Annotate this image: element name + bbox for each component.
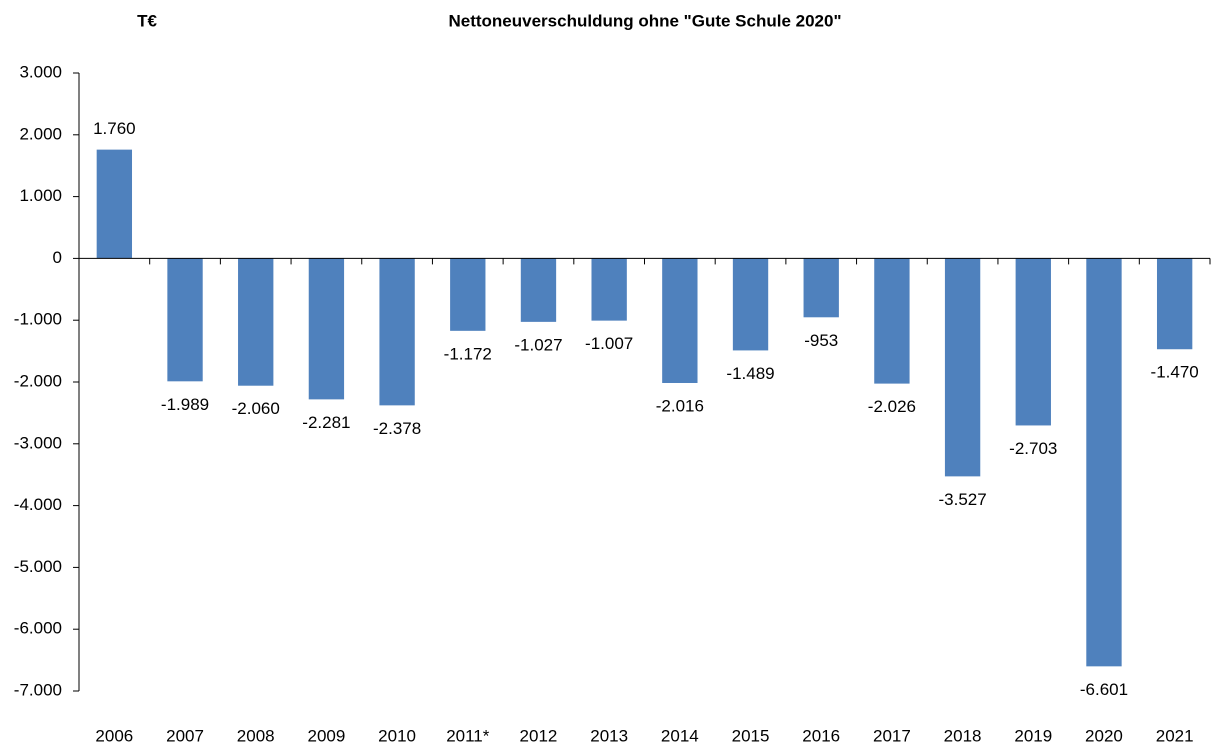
x-tick-label: 2015: [732, 726, 770, 745]
value-label: -2.378: [373, 419, 421, 438]
y-tick-label: -1.000: [14, 310, 62, 329]
x-tick-label: 2019: [1014, 726, 1052, 745]
y-tick-label: -7.000: [14, 680, 62, 699]
value-label: -1.489: [726, 364, 774, 383]
value-label: -1.027: [514, 335, 562, 354]
value-label: -953: [804, 331, 838, 350]
bar: [379, 258, 415, 406]
y-tick-label: -2.000: [14, 371, 62, 390]
bar: [732, 258, 769, 351]
y-tick-label: -5.000: [14, 557, 62, 576]
x-tick-label: 2008: [237, 726, 275, 745]
bar: [803, 258, 839, 318]
y-tick-label: -4.000: [14, 495, 62, 514]
bar: [1156, 258, 1193, 350]
x-tick-label: 2016: [802, 726, 840, 745]
x-tick-label: 2007: [166, 726, 204, 745]
value-label: -2.703: [1009, 439, 1057, 458]
bar: [662, 258, 698, 383]
value-label: -6.601: [1080, 680, 1128, 699]
y-tick-label: 0: [53, 248, 62, 267]
y-tick-label: 3.000: [19, 62, 62, 81]
value-label: -3.527: [938, 490, 986, 509]
y-tick-label: 2.000: [19, 124, 62, 143]
bar: [1086, 258, 1122, 667]
bar: [238, 258, 274, 386]
bar: [591, 258, 627, 321]
value-label: -2.060: [232, 399, 280, 418]
x-tick-label: 2011*: [446, 726, 490, 745]
x-tick-label: 2009: [307, 726, 345, 745]
x-tick-label: 2017: [873, 726, 911, 745]
value-label: -1.989: [161, 395, 209, 414]
bar: [96, 149, 133, 259]
x-tick-label: 2021: [1156, 726, 1194, 745]
bar: [308, 258, 345, 400]
value-label: 1.760: [93, 119, 136, 138]
bar: [167, 258, 203, 382]
bar: [450, 258, 486, 331]
y-axis-label: T€: [137, 11, 157, 30]
bar: [520, 258, 557, 322]
x-tick-label: 2013: [590, 726, 628, 745]
y-tick-label: -3.000: [14, 433, 62, 452]
value-label: -2.016: [656, 396, 704, 415]
y-tick-label: -6.000: [14, 619, 62, 638]
x-tick-label: 2010: [378, 726, 416, 745]
value-label: -1.007: [585, 334, 633, 353]
bar: [1015, 258, 1051, 426]
bar: [944, 258, 981, 477]
x-tick-label: 2020: [1085, 726, 1123, 745]
value-label: -2.281: [302, 413, 350, 432]
x-tick-label: 2012: [520, 726, 558, 745]
bar: [874, 258, 910, 384]
x-tick-label: 2018: [944, 726, 982, 745]
value-label: -2.026: [868, 397, 916, 416]
x-tick-label: 2006: [95, 726, 133, 745]
value-label: -1.172: [444, 344, 492, 363]
x-tick-label: 2014: [661, 726, 699, 745]
y-tick-label: 1.000: [19, 186, 62, 205]
chart-title: Nettoneuverschuldung ohne "Gute Schule 2…: [448, 11, 841, 30]
value-label: -1.470: [1151, 363, 1199, 382]
